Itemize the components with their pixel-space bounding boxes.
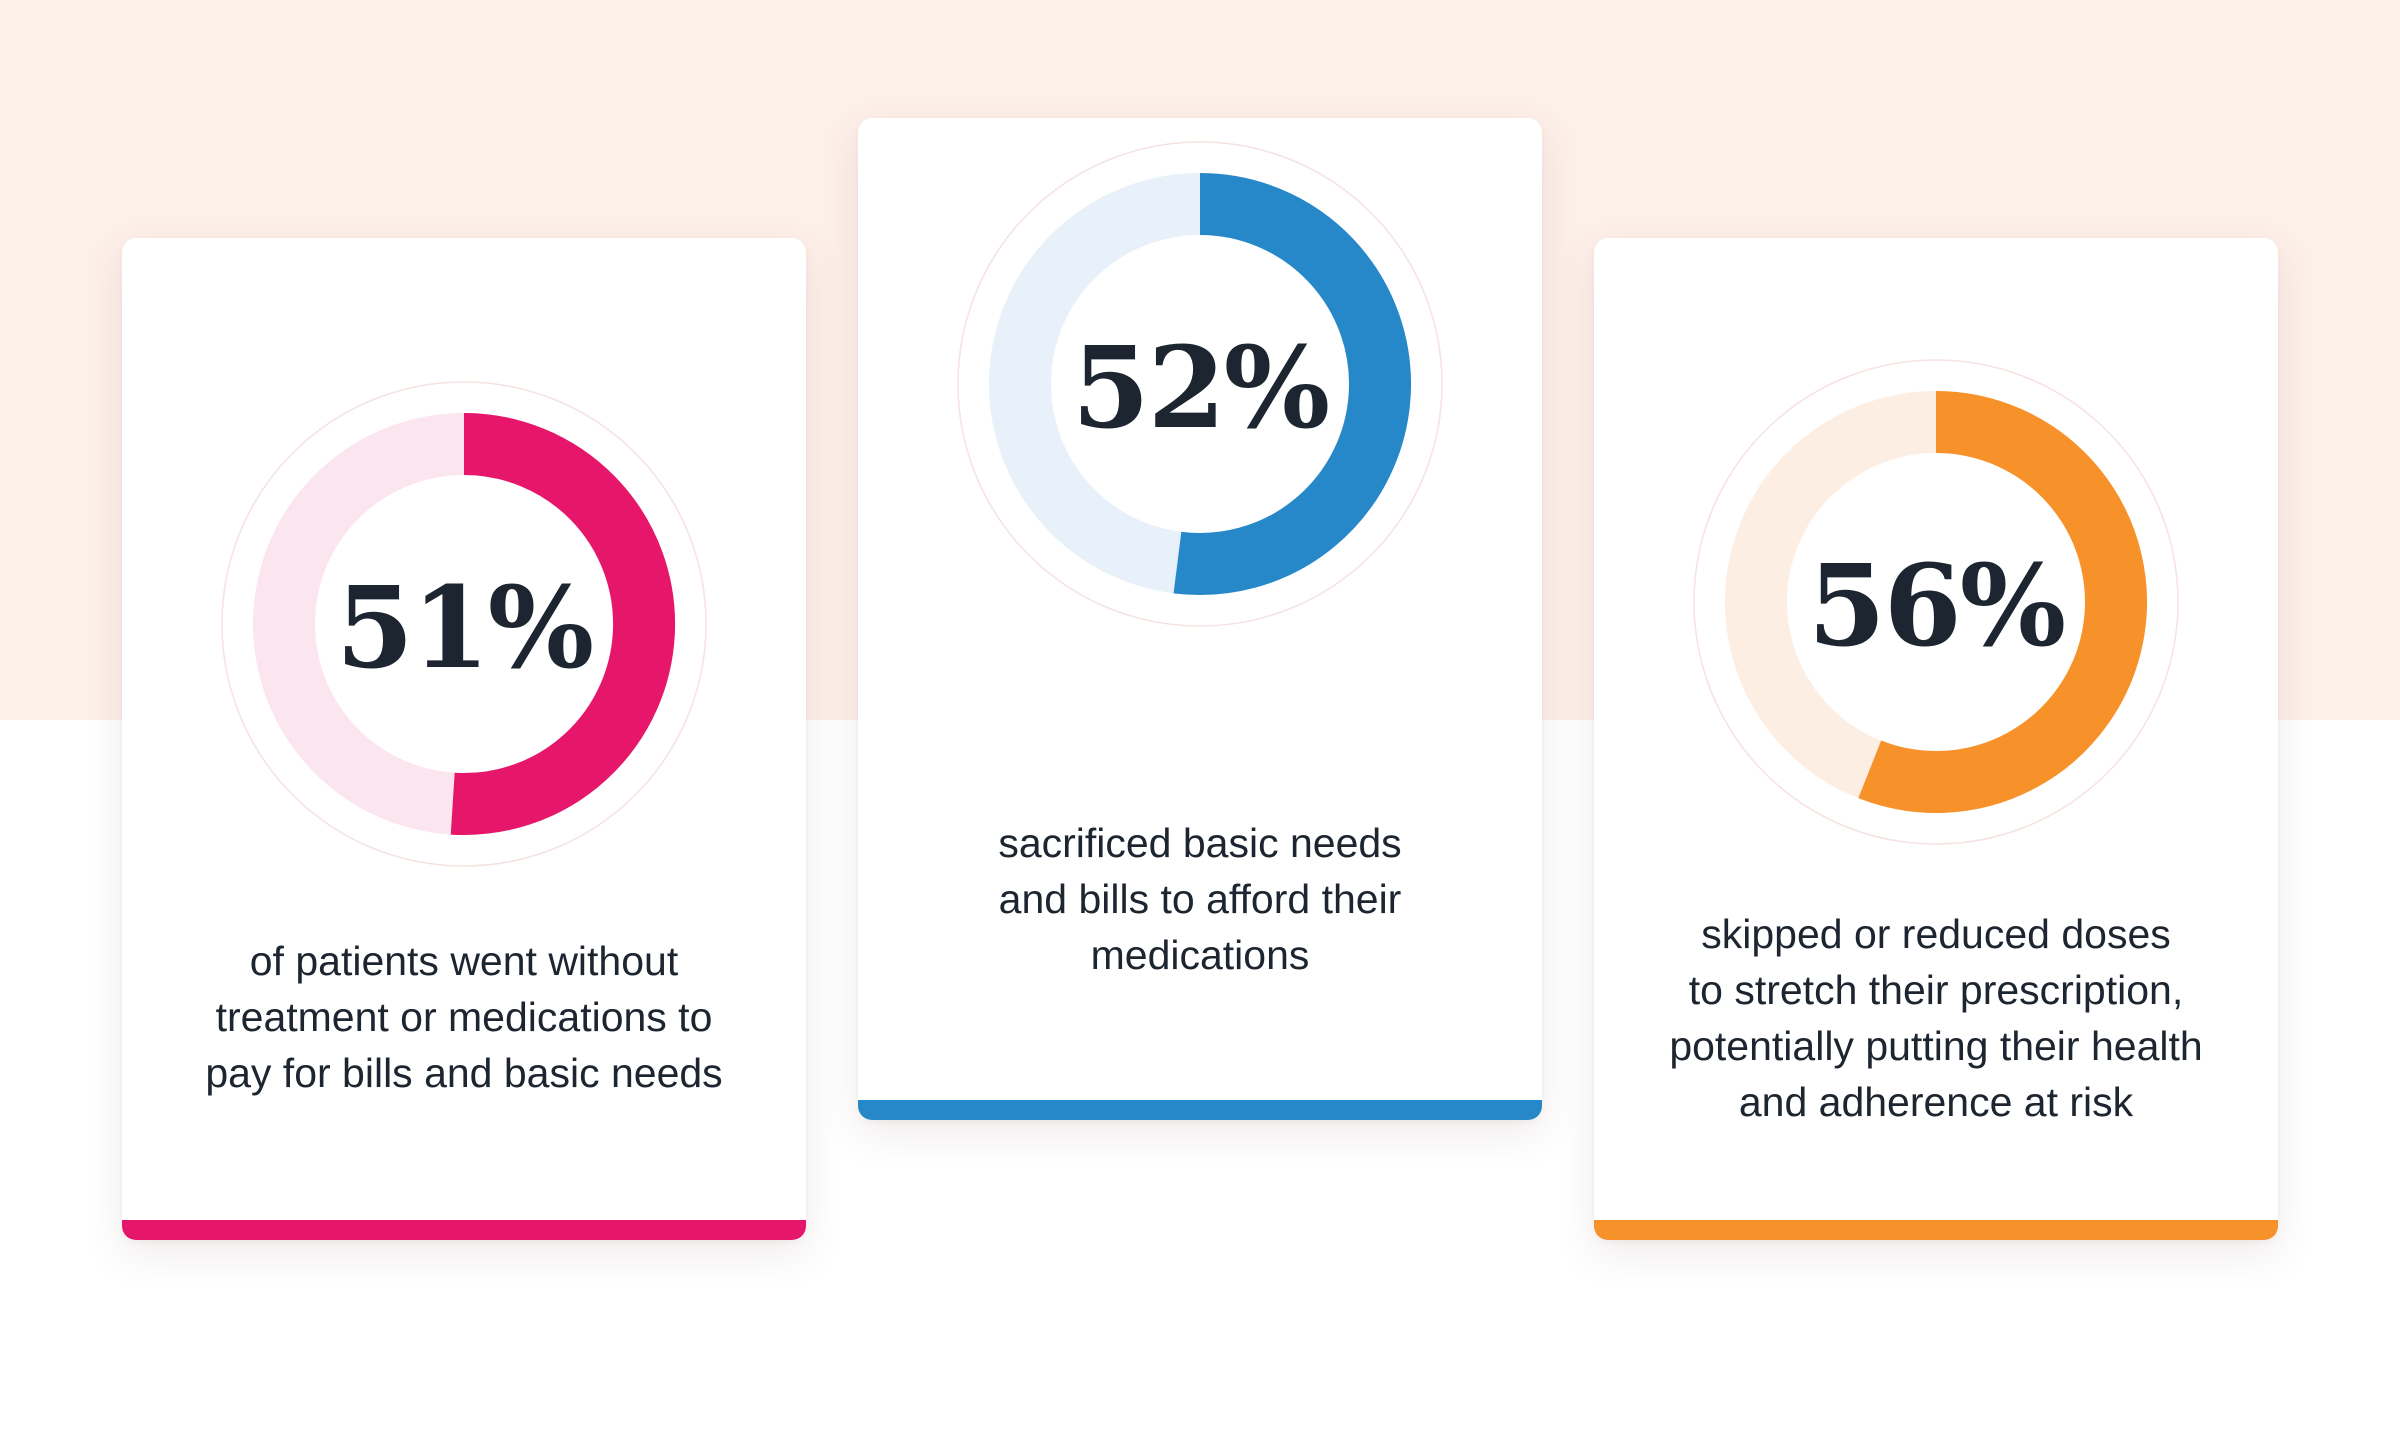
donut-value-arc <box>450 413 675 835</box>
stat-card-1: 51% of patients went without treatment o… <box>122 238 806 1240</box>
stat-card-3: 56% skipped or reduced doses to stretch … <box>1594 238 2278 1240</box>
stat-caption: skipped or reduced doses to stretch thei… <box>1669 911 2203 1125</box>
donut-chart-3 <box>1693 359 2179 845</box>
donut-chart-1 <box>221 381 707 867</box>
percentage-value: 51% <box>335 563 594 694</box>
stat-caption: of patients went without treatment or me… <box>205 938 723 1096</box>
percentage-value: 52% <box>1071 323 1330 454</box>
stat-caption: sacrificed basic needs and bills to affo… <box>998 820 1402 978</box>
card-accent-bar <box>1594 1220 2278 1240</box>
donut-value-arc <box>1858 391 2147 813</box>
stat-card-2: 52% sacrificed basic needs and bills to … <box>858 118 1542 1120</box>
donut-chart-2 <box>957 141 1443 627</box>
donut-value-arc <box>1173 173 1411 595</box>
card-accent-bar <box>122 1220 806 1240</box>
card-accent-bar <box>858 1100 1542 1120</box>
percentage-value: 56% <box>1807 541 2066 672</box>
